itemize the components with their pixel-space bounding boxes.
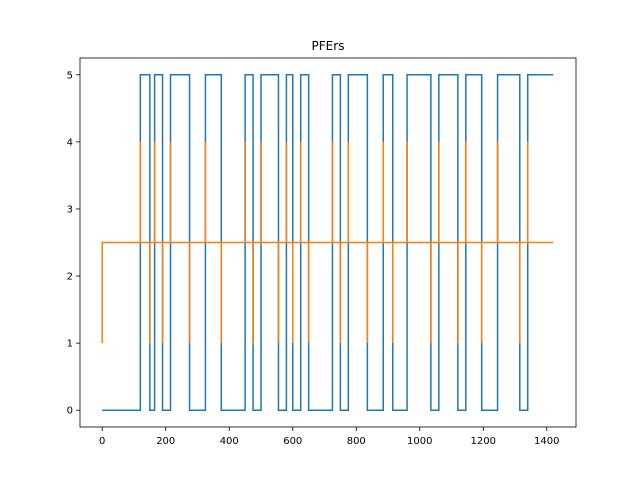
x-tick-label: 200 xyxy=(156,436,175,447)
y-tick-label: 5 xyxy=(67,70,73,81)
y-tick-label: 3 xyxy=(67,204,73,215)
y-tick-label: 1 xyxy=(67,339,73,350)
y-tick-label: 4 xyxy=(67,137,73,148)
x-tick-label: 600 xyxy=(283,436,302,447)
y-tick-label: 2 xyxy=(67,272,73,283)
y-tick-label: 0 xyxy=(67,406,73,417)
series-layer xyxy=(101,74,554,411)
x-tick-label: 1000 xyxy=(407,436,432,447)
tick-layer: 0 200 400 600 800 1000 1200 1400 0 1 2 3 4 5 xyxy=(67,70,560,447)
series-line-2 xyxy=(101,141,554,344)
chart-title: PFErs xyxy=(312,39,345,53)
x-tick-label: 1400 xyxy=(534,436,559,447)
x-tick-label: 0 xyxy=(99,436,105,447)
plot-area-frame xyxy=(79,57,577,428)
x-tick-label: 800 xyxy=(347,436,366,447)
x-tick-label: 400 xyxy=(220,436,239,447)
x-tick-label: 1200 xyxy=(471,436,496,447)
